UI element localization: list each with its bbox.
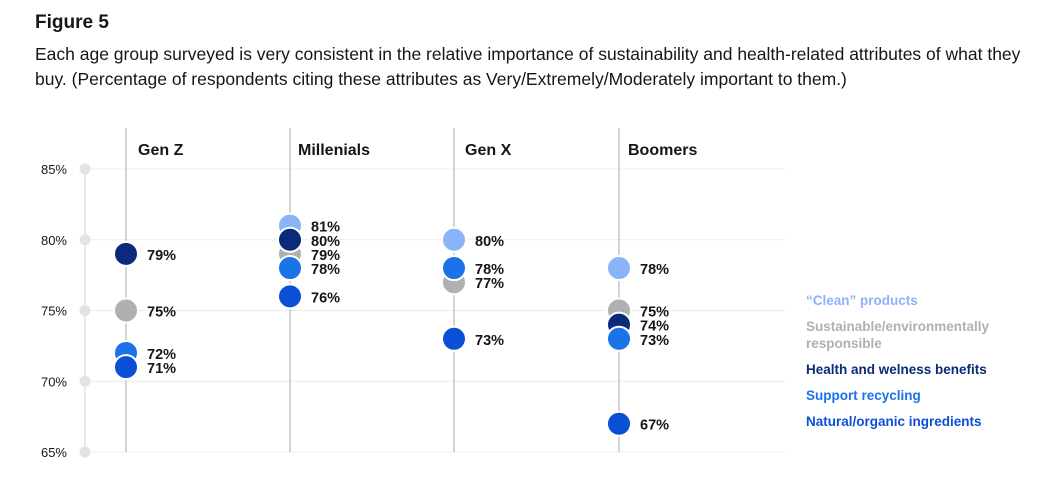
data-label: 78%	[475, 262, 504, 278]
legend: “Clean” products Sustainable/environment…	[806, 292, 1036, 439]
data-label: 81%	[311, 220, 340, 236]
category-header: Gen Z	[138, 142, 184, 159]
category-header: Gen X	[465, 142, 512, 159]
legend-item-recycling: Support recycling	[806, 388, 921, 403]
data-label: 75%	[640, 305, 669, 321]
data-label: 79%	[311, 248, 340, 264]
data-point	[277, 255, 303, 282]
figure-label: Figure 5	[35, 12, 109, 33]
data-label: 75%	[147, 305, 176, 321]
data-label: 76%	[311, 290, 340, 306]
data-label: 80%	[311, 234, 340, 250]
legend-item-health: Health and welness benefits	[806, 362, 987, 377]
legend-item-sustainable: Sustainable/environmentally responsible	[806, 319, 990, 351]
data-label: 73%	[475, 333, 504, 349]
category-header: Millenials	[298, 142, 370, 159]
data-point	[606, 325, 632, 352]
data-point	[441, 325, 467, 352]
data-point	[113, 240, 139, 267]
y-tick-label: 65%	[41, 445, 67, 460]
y-tick-label: 70%	[41, 374, 67, 389]
data-label: 80%	[475, 234, 504, 250]
legend-item-natural: Natural/organic ingredients	[806, 414, 982, 429]
data-label: 78%	[640, 262, 669, 278]
data-label: 79%	[147, 248, 176, 264]
data-label: 74%	[640, 319, 669, 335]
y-tick-label: 80%	[41, 233, 67, 248]
y-tick-label: 85%	[41, 162, 67, 177]
category-header: Boomers	[628, 142, 697, 159]
data-label: 72%	[147, 347, 176, 363]
y-tick-label: 75%	[41, 304, 67, 319]
data-point	[113, 297, 139, 324]
data-point	[441, 255, 467, 282]
data-point	[606, 255, 632, 282]
data-point	[606, 410, 632, 437]
data-label: 71%	[147, 361, 176, 377]
data-label: 73%	[640, 333, 669, 349]
legend-item-clean: “Clean” products	[806, 293, 918, 308]
data-point	[441, 226, 467, 253]
data-label: 67%	[640, 418, 669, 434]
data-label: 77%	[475, 276, 504, 292]
data-point	[277, 283, 303, 310]
data-label: 78%	[311, 262, 340, 278]
data-point	[113, 354, 139, 381]
figure-caption: Each age group surveyed is very consiste…	[35, 44, 1021, 89]
data-point	[277, 226, 303, 253]
